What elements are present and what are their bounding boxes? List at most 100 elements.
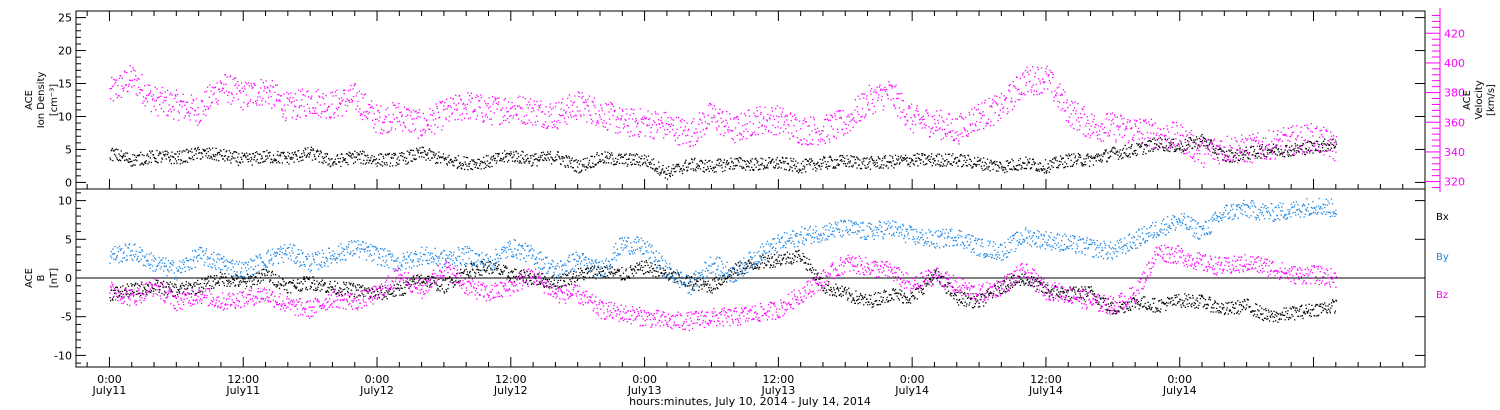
velocity-point: [696, 131, 698, 133]
velocity-point: [326, 108, 329, 111]
velocity-point: [363, 111, 365, 113]
density-point: [461, 168, 463, 170]
velocity-point: [1204, 153, 1206, 155]
density-point: [998, 167, 1000, 169]
velocity-point: [1194, 160, 1196, 162]
density-point: [1073, 153, 1075, 155]
velocity-point: [729, 113, 731, 115]
density-point: [1109, 151, 1111, 153]
density-point: [538, 160, 540, 162]
density-point: [364, 154, 366, 156]
velocity-point: [166, 114, 168, 116]
velocity-point: [120, 75, 122, 77]
density-point: [649, 163, 651, 165]
density-point: [354, 150, 356, 152]
density-point: [487, 165, 490, 167]
velocity-point: [828, 138, 830, 140]
density-point: [1036, 170, 1038, 172]
density-point: [251, 164, 253, 166]
density-point: [476, 167, 479, 169]
velocity-point: [1307, 140, 1309, 142]
density-point: [646, 165, 648, 167]
velocity-point: [330, 92, 332, 94]
velocity-point: [267, 87, 269, 89]
density-point: [1158, 145, 1160, 147]
velocity-point: [1078, 129, 1081, 131]
velocity-point: [151, 95, 153, 97]
velocity-point: [566, 123, 568, 125]
velocity-point: [223, 83, 225, 85]
density-point: [568, 155, 570, 158]
density-point: [366, 159, 368, 161]
density-point: [122, 154, 125, 157]
density-point: [401, 152, 403, 154]
density-point: [1127, 154, 1130, 156]
velocity-point: [252, 87, 254, 89]
density-point: [279, 153, 281, 156]
density-point: [286, 158, 288, 160]
density-point: [499, 159, 501, 161]
velocity-point: [307, 90, 309, 92]
velocity-point: [528, 101, 530, 103]
density-point: [872, 162, 874, 164]
velocity-point: [315, 107, 317, 109]
density-point: [749, 159, 752, 161]
velocity-point: [1180, 124, 1182, 126]
density-point: [681, 170, 683, 172]
density-point: [880, 164, 883, 166]
density-point: [733, 168, 736, 170]
density-point: [1073, 161, 1076, 164]
density-point: [457, 155, 460, 157]
velocity-point: [709, 103, 712, 105]
velocity-point: [742, 125, 744, 127]
velocity-point: [314, 112, 316, 114]
bx-point: [115, 286, 117, 289]
density-point: [669, 174, 671, 177]
density-point: [1296, 150, 1298, 152]
density-point: [1242, 159, 1244, 161]
density-point: [289, 157, 291, 159]
density-point: [998, 165, 1000, 167]
velocity-point: [464, 117, 466, 119]
density-point: [363, 151, 365, 153]
bx-point: [150, 291, 152, 294]
density-point: [977, 156, 979, 159]
density-point: [1228, 161, 1231, 163]
density-point: [362, 150, 364, 152]
density-point: [1309, 141, 1311, 143]
density-point: [792, 160, 794, 162]
velocity-point: [224, 74, 227, 76]
velocity-point: [1024, 69, 1027, 72]
density-point: [1194, 139, 1197, 141]
density-point: [1052, 166, 1054, 168]
density-point: [1188, 143, 1190, 145]
density-point: [1310, 149, 1312, 151]
velocity-point: [952, 139, 955, 142]
velocity-point: [220, 82, 223, 85]
density-point: [180, 159, 183, 162]
velocity-point: [528, 119, 530, 121]
density-point: [375, 158, 378, 160]
velocity-point: [1034, 76, 1036, 78]
density-point: [798, 168, 800, 170]
velocity-point: [219, 80, 222, 82]
density-point: [489, 166, 491, 168]
density-point: [495, 162, 498, 164]
velocity-point: [1146, 131, 1149, 134]
density-point: [619, 154, 621, 157]
bx-point: [164, 292, 166, 294]
density-point: [947, 161, 949, 163]
velocity-point: [573, 101, 576, 103]
velocity-point: [990, 120, 992, 123]
bottom-panel-time-ticks: [86, 357, 1404, 367]
density-point: [1076, 160, 1078, 162]
density-point: [602, 159, 604, 161]
velocity-point: [121, 77, 123, 79]
velocity-point: [759, 106, 761, 108]
density-point: [533, 159, 535, 161]
density-point: [1335, 143, 1338, 145]
velocity-point: [674, 139, 676, 142]
density-point: [1032, 158, 1034, 160]
density-point: [892, 157, 894, 159]
density-point: [448, 154, 450, 157]
